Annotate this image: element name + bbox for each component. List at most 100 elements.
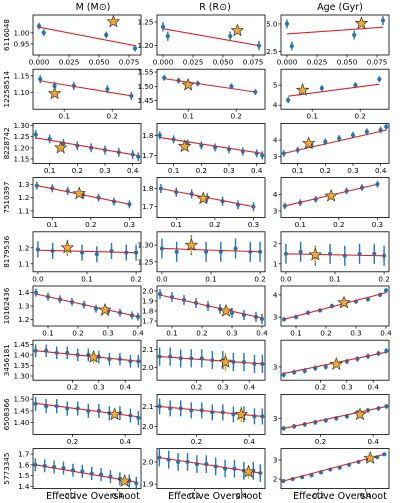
y-tick-label: 1.9 [142,480,154,489]
y-tick-label: 1.7 [142,317,153,326]
x-tick-label: 0.2 [254,274,265,283]
data-point [383,288,389,293]
y-tick-label: 4 [273,101,278,110]
row-label: 10162436 [2,287,11,324]
data-point [168,354,173,359]
row-5773345: 5773345 1.4 1.5 1.61.7 0.2 0.4 1.9 2.0 0.2 0.4 2 3 0… [2,448,390,500]
axes-frame [156,393,266,435]
x-axis-labels: Effective Overshoot Effective Overshoot … [46,491,387,502]
x-tick-label: 0.075 [119,58,140,67]
y-tick-label: 1.7 [18,450,29,459]
y-tick-label: 1.3 [18,180,29,189]
star-marker [353,407,367,421]
data-point [233,246,238,251]
data-point [323,364,328,369]
x-tick-label: 0.4 [360,491,372,500]
fit-line [283,129,387,154]
axes-frame [280,68,390,110]
y-tick-label: 2.0 [142,287,154,296]
data-point [157,354,162,359]
star-marker [308,247,323,261]
star-marker [301,136,316,150]
panel-7510397-radius: 1.7 1.8 0.1 0.2 0.3 [142,177,266,229]
row-3456181: 3456181 1.301.35 1.401.45 0.2 0.3 0.4 2.0 2.1 0.… [2,339,390,392]
data-point [105,87,110,92]
x-tick-label: 0.1 [182,112,193,121]
star-marker [117,473,132,487]
y-tick-label: 2.5 [266,47,277,56]
panel-5773345-mass: 1.4 1.5 1.61.7 0.2 0.4 [18,448,142,500]
axes-frame [156,68,266,110]
row-8179536: 8179536 1.11.20.0 0.1 0.21.251.300.0 0.1 0.21… [2,231,390,283]
x-tick-label: 0.2 [106,112,117,121]
x-tick-label: 0.1 [306,112,317,121]
data-point [380,18,386,23]
x-tick-label: 0.4 [119,383,131,392]
axes-frame [280,14,390,56]
x-tick-label: 0.3 [124,220,135,229]
x-tick-label: 0.4 [127,166,139,175]
fit-line [288,83,380,97]
y-tick-label: 2.0 [142,422,154,431]
fit-line [35,350,139,362]
data-point [377,77,382,82]
x-tick-label: 0.3 [248,220,259,229]
x-tick-label: 0.2 [320,166,331,175]
fit-line [162,28,260,47]
data-point [157,133,162,138]
x-tick-label: 0.3 [347,166,358,175]
x-tick-label: 0.1 [47,220,58,229]
y-tick-label: 1 [273,259,278,268]
star-marker [354,16,369,30]
y-tick-label: 1.2 [18,315,29,324]
y-tick-label: 1.15 [13,154,29,163]
axes-frame [32,285,142,327]
row-label: 8179536 [2,235,11,267]
panel-6508366-radius: 2.0 2.1 0.2 0.4 [142,393,266,446]
y-tick-label: 1.2 [18,193,29,202]
y-tick-label: 1.30 [137,241,153,250]
x-tick-label: 0.2 [333,220,344,229]
x-tick-label: 0.3 [99,166,110,175]
y-tick-label: 2.1 [142,345,153,354]
data-point [132,46,138,51]
x-tick-label: 0.1 [290,329,301,338]
x-tick-label: 0.4 [256,329,268,338]
row-8228742: 8228742 1.151.201.251.300.1 0.2 0.3 0.41.71.… [2,121,390,175]
x-tick-label: 0.2 [313,491,324,500]
fit-line [286,26,384,35]
row-label: 5773345 [2,453,11,485]
x-tick-label: 0.3 [93,383,104,392]
data-point [252,414,257,419]
star-marker [295,83,310,96]
panel-6508366-mass: 1.40 1.45 1.50 0.2 0.4 [13,393,142,446]
data-point [350,132,356,138]
star-marker [337,295,351,309]
data-point [159,246,165,251]
y-tick-label: 3 [273,362,278,371]
data-point [228,34,233,39]
panel-7510397-mass: 1.1 1.2 1.3 0.1 0.2 0.3 [18,177,142,229]
y-tick-label: 2.0 [142,457,154,466]
x-tick-label: 0.3 [372,220,383,229]
data-point [323,139,328,144]
fit-line [285,253,385,257]
star-marker [177,139,192,153]
data-point [319,86,324,91]
x-tick-label: 0.1 [205,274,216,283]
star-marker [241,464,256,478]
data-point [289,44,294,49]
x-tick-label: 0.4 [119,437,131,446]
x-tick-label: 0.3 [350,329,361,338]
y-tick-label: 1.15 [13,71,29,80]
fit-line [159,405,263,417]
star-marker [86,349,101,363]
y-tick-label: 1.35 [13,361,29,370]
panel-8228742-radius: 1.7 1.8 0.1 0.2 0.3 0.4 [142,123,266,175]
x-tick-label: 0.4 [367,383,379,392]
x-tick-label: 0.1 [81,274,92,283]
star-marker [219,303,233,317]
y-tick-label: 2 [273,475,278,484]
data-point [364,129,369,134]
data-point [365,297,371,302]
